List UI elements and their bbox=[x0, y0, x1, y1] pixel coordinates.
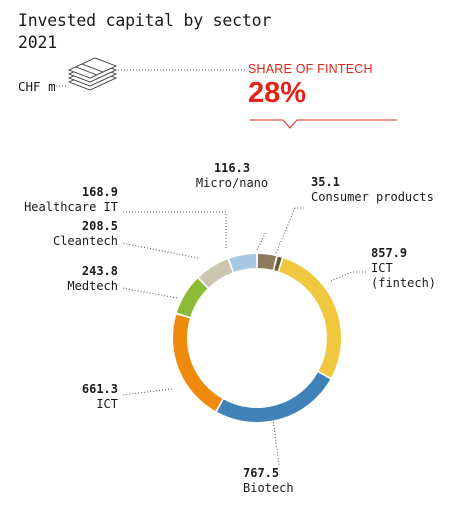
unit-label: CHF m bbox=[18, 79, 56, 94]
category-label-ict-fintech: ICT bbox=[371, 261, 393, 275]
leader-ict-fintech bbox=[330, 271, 366, 282]
leader-ict bbox=[121, 388, 173, 396]
slice-consumer-products bbox=[274, 256, 282, 272]
leader-micro-nano bbox=[256, 231, 267, 251]
title-line-2: 2021 bbox=[18, 33, 57, 52]
value-label-consumer-products: 35.1 bbox=[311, 175, 340, 189]
slice-ict bbox=[172, 314, 223, 411]
slice-ict-fintech bbox=[279, 258, 341, 378]
category-label-consumer-products: Consumer products bbox=[311, 190, 434, 204]
value-label-ict: 661.3 bbox=[82, 382, 118, 396]
slice-medtech bbox=[176, 278, 208, 317]
slice-biotech bbox=[217, 372, 331, 422]
leader-cleantech bbox=[121, 242, 199, 259]
category-label-ict-fintech-line2: (fintech) bbox=[371, 276, 436, 290]
value-label-micro-nano: 116.3 bbox=[214, 161, 250, 175]
leader-consumer-products bbox=[275, 207, 305, 254]
value-label-biotech: 767.5 bbox=[243, 466, 279, 480]
value-label-cleantech: 208.5 bbox=[82, 219, 118, 233]
fintech-share-label: SHARE OF FINTECH bbox=[248, 62, 373, 76]
leader-biotech bbox=[272, 418, 280, 466]
category-label-medtech: Medtech bbox=[67, 279, 118, 293]
slice-cleantech bbox=[198, 259, 233, 288]
slice-micro-nano bbox=[257, 254, 276, 270]
leader-healthcare-it bbox=[122, 211, 227, 248]
slice-healthcare-it bbox=[229, 254, 257, 272]
category-label-ict: ICT bbox=[96, 397, 118, 411]
value-label-ict-fintech: 857.9 bbox=[371, 246, 407, 260]
leader-medtech bbox=[121, 287, 178, 299]
title-line-1: Invested capital by sector bbox=[18, 11, 272, 30]
value-label-medtech: 243.8 bbox=[82, 264, 118, 278]
category-label-biotech: Biotech bbox=[243, 481, 294, 495]
share-callout-line bbox=[250, 119, 397, 129]
chart-title: Invested capital by sector 2021 bbox=[18, 10, 271, 54]
category-label-micro-nano: Micro/nano bbox=[196, 176, 268, 190]
category-label-cleantech: Cleantech bbox=[53, 234, 118, 248]
money-stack-icon bbox=[67, 57, 118, 91]
fintech-share-value: 28% bbox=[248, 77, 307, 109]
category-label-healthcare-it: Healthcare IT bbox=[24, 200, 118, 214]
value-label-healthcare-it: 168.9 bbox=[82, 185, 118, 199]
